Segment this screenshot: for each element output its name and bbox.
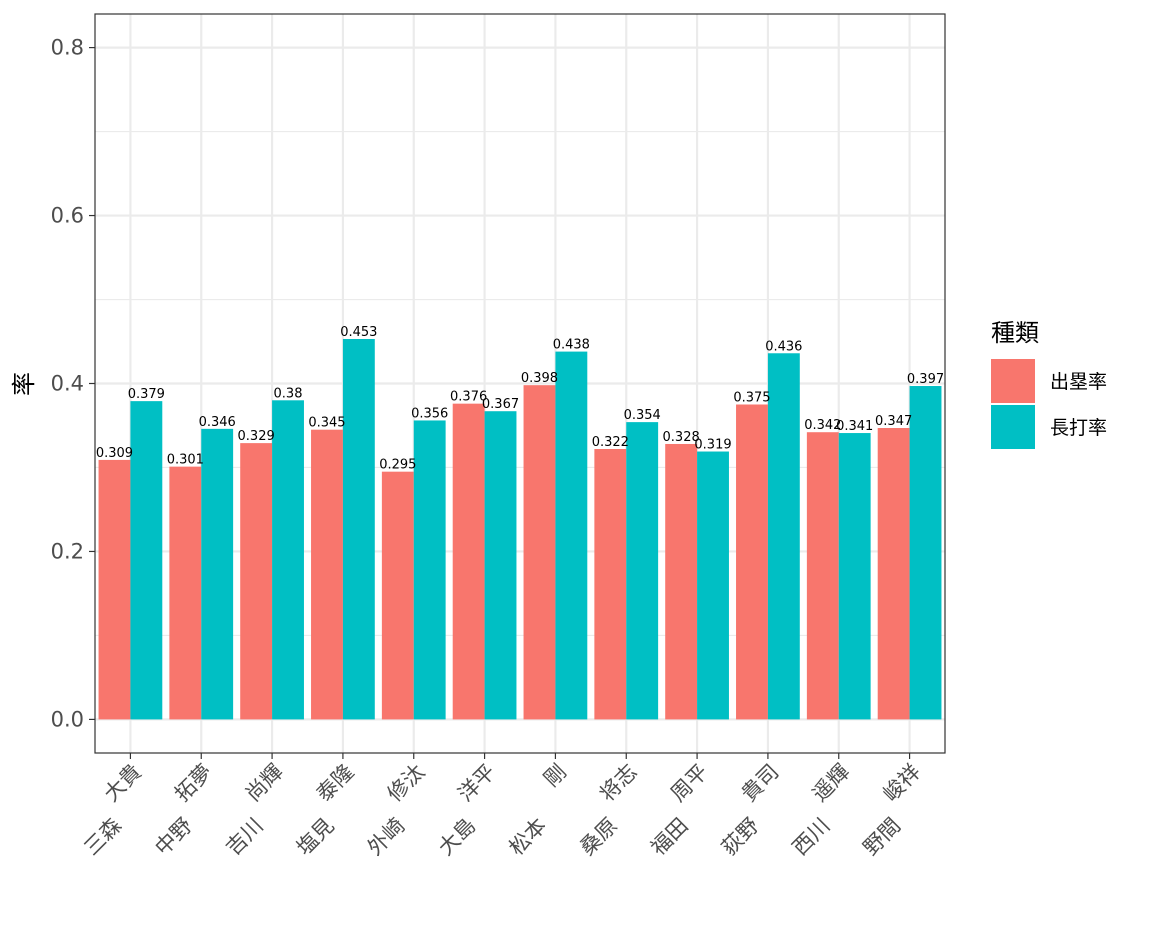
x-tick-label: 洋平大島 xyxy=(417,760,517,860)
bar xyxy=(452,403,485,720)
bar xyxy=(626,422,659,720)
data-label: 0.436 xyxy=(765,339,802,354)
y-tick-label: 0.0 xyxy=(51,707,84,731)
x-tick-label: 泰隆塩見 xyxy=(275,760,375,860)
x-tick-label: 修汰外崎 xyxy=(346,760,446,860)
bar xyxy=(413,420,446,720)
bar xyxy=(240,443,273,720)
y-tick-label: 0.4 xyxy=(51,372,84,396)
bar xyxy=(594,449,627,720)
data-label: 0.375 xyxy=(733,390,770,405)
x-tick-label: 将志桑原 xyxy=(558,760,658,860)
data-label: 0.322 xyxy=(592,435,629,450)
bar xyxy=(697,451,729,720)
x-tick-label: 剛松本 xyxy=(488,760,588,860)
bar xyxy=(381,471,414,720)
data-label: 0.376 xyxy=(450,390,487,405)
data-label: 0.301 xyxy=(167,453,204,468)
bar xyxy=(736,404,768,720)
x-tick-label: 遥輝西川 xyxy=(771,760,871,860)
bars xyxy=(98,338,942,720)
data-label: 0.329 xyxy=(238,429,275,444)
legend-label: 長打率 xyxy=(1050,417,1107,439)
legend-key xyxy=(991,405,1035,449)
data-label: 0.345 xyxy=(308,416,345,431)
bar xyxy=(98,459,131,720)
data-label: 0.346 xyxy=(199,415,236,430)
data-label: 0.398 xyxy=(521,371,558,386)
data-label: 0.453 xyxy=(340,325,377,340)
x-tick-label: 尚輝吉川 xyxy=(204,760,304,860)
x-tick-label: 拓夢中野 xyxy=(133,760,233,860)
bar xyxy=(665,443,698,720)
bar xyxy=(272,400,304,720)
data-label: 0.328 xyxy=(663,430,700,445)
x-tick-label: 周平福田 xyxy=(629,760,729,860)
data-label: 0.354 xyxy=(624,408,661,423)
bar xyxy=(555,351,588,720)
data-label: 0.347 xyxy=(875,414,912,429)
bar xyxy=(201,428,234,720)
bar xyxy=(909,386,942,720)
data-label: 0.38 xyxy=(274,386,303,401)
y-tick-label: 0.6 xyxy=(51,204,84,228)
bar xyxy=(130,401,163,720)
bar xyxy=(523,385,556,720)
y-axis: 0.0 0.2 0.4 0.6 0.8 xyxy=(51,36,95,731)
x-tick-label: 貴司荻野 xyxy=(700,760,800,860)
bar xyxy=(169,466,202,720)
legend-title: 種類 xyxy=(991,319,1039,347)
y-tick-label: 0.2 xyxy=(51,539,84,563)
bar xyxy=(484,411,517,720)
data-label: 0.341 xyxy=(836,419,873,434)
bar xyxy=(806,432,839,720)
bar xyxy=(767,353,800,720)
data-labels: 0.309 0.301 0.329 0.345 0.295 0.376 0.398 0.322… xyxy=(96,325,944,473)
data-label: 0.295 xyxy=(379,458,416,473)
bar xyxy=(342,338,375,720)
legend-label: 出塁率 xyxy=(1050,371,1107,393)
data-label: 0.319 xyxy=(694,438,731,453)
data-label: 0.309 xyxy=(96,446,133,461)
data-label: 0.356 xyxy=(411,406,448,421)
x-tick-label: 大貴三森 xyxy=(63,760,163,860)
data-label: 0.397 xyxy=(907,372,944,387)
data-label: 0.379 xyxy=(128,387,165,402)
y-axis-title: 率 xyxy=(10,372,38,396)
y-tick-label: 0.8 xyxy=(51,36,84,60)
x-axis: 大貴三森拓夢中野尚輝吉川泰隆塩見修汰外崎洋平大島剛松本将志桑原周平福田貴司荻野遥… xyxy=(63,753,942,860)
data-label: 0.367 xyxy=(482,397,519,412)
x-tick-label: 峻祥野間 xyxy=(842,760,942,860)
data-label: 0.438 xyxy=(553,338,590,353)
bar xyxy=(877,428,910,720)
data-label: 0.342 xyxy=(804,418,841,433)
bar xyxy=(311,429,343,720)
legend-key xyxy=(991,359,1035,403)
bar xyxy=(838,433,871,720)
